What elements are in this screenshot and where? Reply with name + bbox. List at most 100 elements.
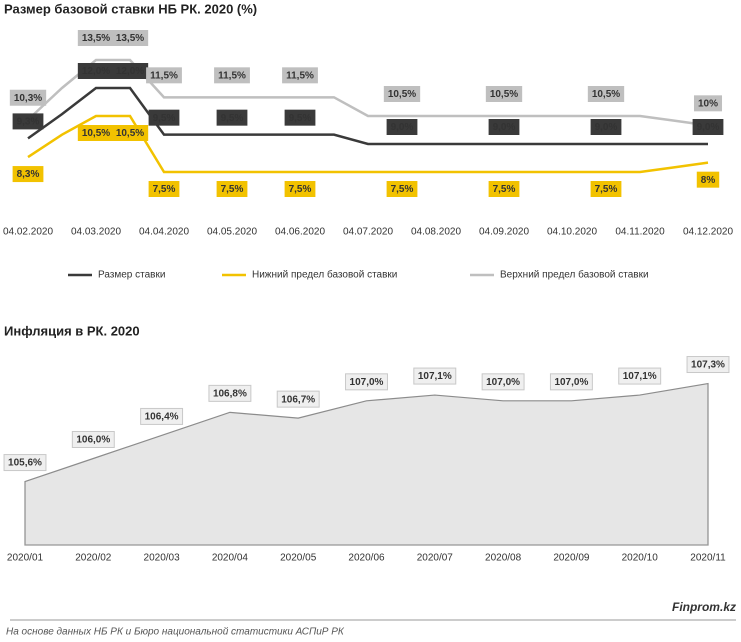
data-label-box bbox=[12, 113, 44, 130]
data-label-box bbox=[345, 373, 388, 391]
brand: Finprom.kz bbox=[672, 600, 736, 614]
data-label: 12,0% bbox=[82, 66, 110, 77]
data-label: 9,5% bbox=[289, 113, 312, 124]
data-label-box bbox=[284, 181, 316, 197]
data-label-box bbox=[216, 181, 248, 197]
data-label: 9,0% bbox=[595, 122, 618, 133]
data-label: 7,5% bbox=[493, 184, 516, 195]
data-label: 10,5% bbox=[116, 128, 144, 139]
x-tick-label: 2020/01 bbox=[7, 553, 44, 564]
data-label: 13,5% bbox=[116, 33, 144, 44]
data-label-box bbox=[488, 119, 520, 135]
data-label: 11,5% bbox=[150, 70, 178, 81]
x-tick-label: 04.04.2020 bbox=[139, 227, 189, 238]
data-label: 9,5% bbox=[153, 113, 176, 124]
data-label-box bbox=[284, 109, 316, 126]
data-label: 7,5% bbox=[595, 184, 618, 195]
data-label: 11,5% bbox=[218, 70, 246, 81]
x-tick-label: 04.10.2020 bbox=[547, 227, 597, 238]
data-label-box bbox=[111, 30, 149, 46]
data-label: 7,5% bbox=[221, 184, 244, 195]
data-label-box bbox=[148, 109, 180, 126]
data-label: 13,5% bbox=[82, 33, 110, 44]
data-label: 106,8% bbox=[213, 389, 247, 400]
data-label: 10,5% bbox=[82, 128, 110, 139]
x-tick-label: 04.05.2020 bbox=[207, 227, 257, 238]
data-label-box bbox=[696, 171, 720, 188]
data-label: 107,0% bbox=[350, 377, 384, 388]
data-label-box bbox=[386, 181, 418, 197]
data-label-box bbox=[77, 30, 115, 46]
data-label-box bbox=[77, 63, 115, 79]
data-label: 11,5% bbox=[286, 70, 314, 81]
data-label-box bbox=[383, 86, 421, 102]
area bbox=[24, 382, 709, 546]
data-label-box bbox=[216, 109, 248, 126]
data-label: 10,5% bbox=[592, 89, 620, 100]
x-tick-label: 2020/07 bbox=[417, 553, 454, 564]
x-tick-label: 04.02.2020 bbox=[3, 227, 53, 238]
data-label: 8,3% bbox=[17, 169, 40, 180]
data-label-box bbox=[3, 454, 47, 472]
data-label: 107,0% bbox=[554, 377, 588, 388]
data-label-box bbox=[485, 86, 523, 102]
data-label: 106,4% bbox=[145, 412, 179, 423]
data-label: 106,0% bbox=[76, 435, 110, 446]
x-tick-label: 04.11.2020 bbox=[615, 227, 665, 238]
data-label: 107,1% bbox=[623, 371, 657, 382]
x-tick-label: 2020/06 bbox=[348, 553, 385, 564]
data-label-box bbox=[282, 67, 318, 84]
data-label-box bbox=[386, 119, 418, 135]
x-tick-label: 2020/10 bbox=[622, 553, 659, 564]
data-label: 9,0% bbox=[391, 122, 414, 133]
data-label-box bbox=[148, 181, 180, 197]
data-label-box bbox=[214, 67, 250, 84]
data-label-box bbox=[111, 63, 149, 79]
x-tick-label: 04.12.2020 bbox=[683, 227, 733, 238]
x-tick-label: 04.08.2020 bbox=[411, 227, 461, 238]
data-label: 7,5% bbox=[289, 184, 312, 195]
data-label: 7,5% bbox=[153, 184, 176, 195]
data-label: 10% bbox=[698, 98, 718, 109]
data-label: 7,5% bbox=[391, 184, 414, 195]
x-tick-label: 2020/03 bbox=[144, 553, 181, 564]
x-tick-label: 2020/08 bbox=[485, 553, 522, 564]
data-label-box bbox=[276, 390, 320, 408]
data-label-box bbox=[692, 119, 724, 135]
data-label-box bbox=[71, 431, 115, 448]
data-label-box bbox=[590, 119, 622, 135]
data-label: 107,0% bbox=[486, 377, 520, 388]
x-tick-label: 04.07.2020 bbox=[343, 227, 393, 238]
data-label-box bbox=[587, 86, 625, 102]
data-label: 10,3% bbox=[14, 93, 42, 104]
data-label-box bbox=[77, 125, 115, 141]
x-tick-label: 2020/02 bbox=[75, 553, 112, 564]
legend-label: Нижний предел базовой ставки bbox=[252, 269, 397, 281]
x-tick-label: 2020/11 bbox=[690, 553, 726, 564]
data-label-box bbox=[693, 95, 723, 112]
data-label-box bbox=[9, 89, 47, 106]
data-label: 9,5% bbox=[221, 113, 244, 124]
legend-label: Размер ставки bbox=[98, 270, 165, 281]
data-label-box bbox=[686, 356, 730, 374]
x-tick-label: 2020/09 bbox=[553, 553, 590, 564]
x-tick-label: 2020/05 bbox=[280, 553, 317, 564]
data-label-box bbox=[146, 67, 182, 84]
x-tick-label: 04.03.2020 bbox=[71, 227, 121, 238]
data-label: 107,1% bbox=[418, 371, 452, 382]
data-label-box bbox=[590, 181, 622, 197]
data-label-box bbox=[549, 373, 593, 391]
data-label-box bbox=[208, 384, 252, 402]
data-label: 9,3% bbox=[17, 117, 40, 128]
data-label: 9,0% bbox=[493, 122, 516, 133]
source-note: На основе данных НБ РК и Бюро национальн… bbox=[6, 627, 345, 638]
data-label-box bbox=[481, 373, 525, 391]
data-label-box bbox=[413, 367, 457, 385]
x-tick-label: 04.06.2020 bbox=[275, 227, 325, 238]
data-label-box bbox=[111, 125, 149, 141]
data-label: 8% bbox=[701, 175, 716, 186]
legend-label: Верхний предел базовой ставки bbox=[500, 269, 649, 281]
chart-title: Размер базовой ставки НБ РК. 2020 (%) bbox=[4, 1, 257, 16]
x-tick-label: 2020/04 bbox=[212, 553, 249, 564]
